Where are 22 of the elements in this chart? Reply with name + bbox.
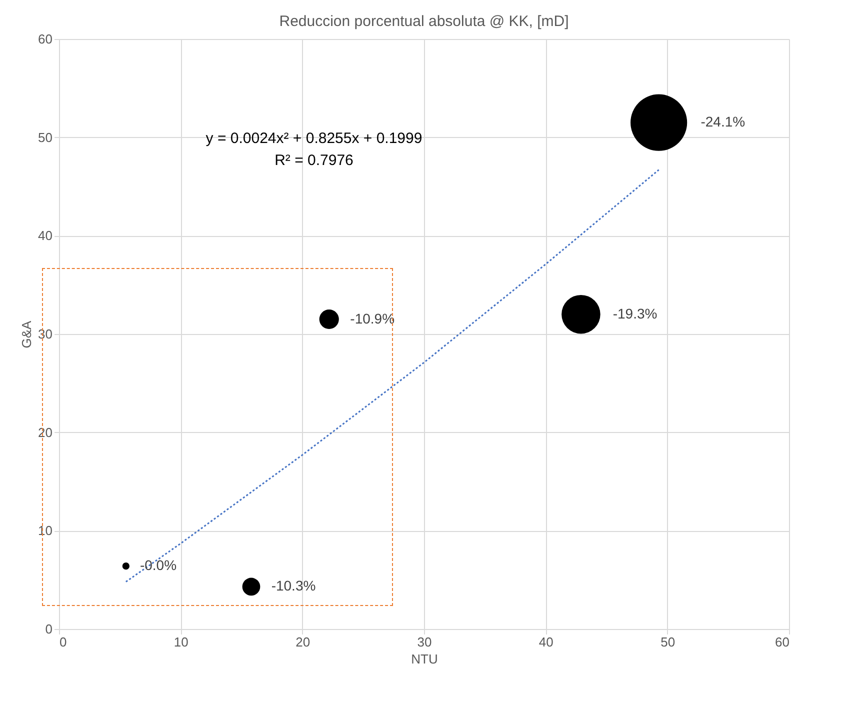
y-tick-label: 50 bbox=[38, 130, 52, 145]
annotation: -19.3% bbox=[612, 305, 658, 322]
x-tick-label: 10 bbox=[174, 634, 188, 650]
annotation: R² = 0.7976 bbox=[274, 152, 354, 169]
y-tick-label: 0 bbox=[45, 622, 52, 636]
x-tick-label: 60 bbox=[775, 634, 790, 650]
chart-title: Reduccion porcentual absoluta @ KK, [mD] bbox=[279, 13, 569, 30]
x-tick-label: 30 bbox=[417, 634, 432, 650]
x-tick-label: 50 bbox=[660, 634, 676, 650]
x-tick-label: 0 bbox=[60, 634, 67, 650]
annotation: -10.3% bbox=[271, 578, 316, 594]
annotation: -10.9% bbox=[350, 310, 395, 326]
annotation: -24.1% bbox=[700, 114, 746, 130]
y-axis-title: G&A bbox=[19, 320, 34, 348]
y-tick-label: 60 bbox=[38, 32, 52, 46]
annotation: -0.0% bbox=[140, 557, 177, 574]
annotation: y = 0.0024x² + 0.8255x + 0.1999 bbox=[206, 130, 422, 147]
y-tick-label: 40 bbox=[38, 228, 52, 244]
y-tick-label: 20 bbox=[38, 424, 52, 440]
x-tick-label: 20 bbox=[296, 634, 310, 650]
x-axis-title: NTU bbox=[411, 652, 438, 666]
x-tick-label: 40 bbox=[538, 634, 554, 650]
